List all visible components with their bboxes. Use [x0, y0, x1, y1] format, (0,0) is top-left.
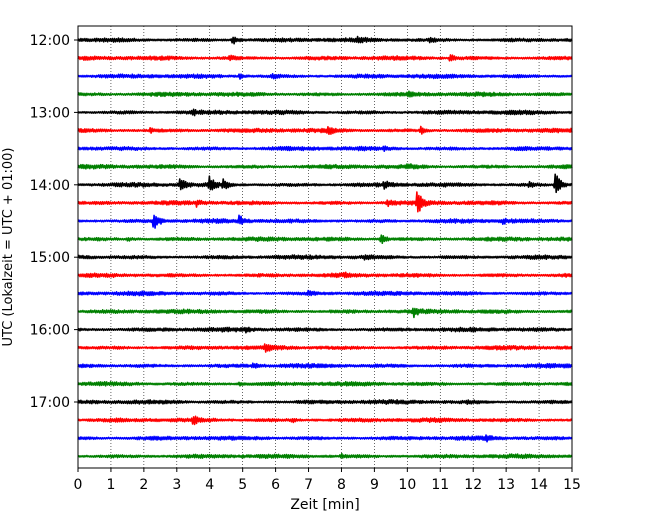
x-tick-label: 8	[337, 477, 346, 493]
seismic-trace-1445	[77, 234, 573, 245]
seismic-trace-1645	[77, 380, 573, 387]
seismic-trace-1200	[77, 35, 573, 45]
y-tick-label: 16:00	[30, 323, 70, 339]
seismic-trace-1215	[77, 54, 573, 62]
y-tick-label: 14:00	[30, 178, 70, 194]
seismic-traces	[77, 35, 573, 460]
seismic-trace-1730	[77, 434, 573, 443]
y-axis-title: UTC (Lokalzeit = UTC + 01:00)	[1, 148, 16, 347]
x-tick-label: 12	[464, 477, 482, 493]
seismic-trace-1530	[77, 289, 573, 297]
seismic-trace-1615	[77, 343, 573, 353]
x-tick-label: 14	[530, 477, 548, 493]
x-tick-label: 15	[563, 477, 581, 493]
seismic-trace-1430	[77, 214, 573, 229]
seismic-trace-1330	[77, 145, 573, 153]
plot-frame	[77, 25, 573, 469]
x-axis-title: Zeit [min]	[290, 497, 359, 513]
x-tick-label: 1	[106, 477, 115, 493]
x-tick-label: 0	[74, 477, 83, 493]
y-tick-label: 13:00	[30, 105, 70, 121]
y-tick-label: 15:00	[30, 250, 70, 266]
x-tick-label: 4	[205, 477, 214, 493]
seismic-trace-1230	[77, 72, 573, 80]
seismic-trace-1745	[77, 452, 573, 460]
seismic-trace-1245	[77, 90, 573, 98]
x-tick-label: 7	[304, 477, 313, 493]
x-tick-label: 13	[497, 477, 515, 493]
y-tick-label: 12:00	[30, 33, 70, 49]
seismic-trace-1545	[77, 307, 573, 319]
seismic-trace-1400	[77, 173, 573, 194]
x-tick-label: 9	[370, 477, 379, 493]
x-axis-ticks: 0 1 2 3 4 5 6 7 8 9 10 11 12 13 14 15	[74, 468, 581, 493]
seismic-trace-1600	[77, 326, 573, 334]
seismic-trace-1415	[77, 191, 573, 213]
seismic-trace-1300	[77, 108, 573, 117]
y-axis-ticks: 12:00 13:00 14:00 15:00 16:00 17:00	[30, 33, 78, 411]
x-tick-label: 10	[398, 477, 416, 493]
seismic-trace-1345	[77, 163, 573, 170]
x-tick-label: 3	[172, 477, 181, 493]
seismic-trace-1700	[77, 399, 573, 405]
y-tick-label: 17:00	[30, 395, 70, 411]
x-tick-label: 5	[238, 477, 247, 493]
seismic-trace-1715	[77, 415, 573, 426]
seismic-trace-1500	[77, 254, 573, 261]
seismic-trace-1630	[77, 362, 573, 369]
x-tick-label: 2	[139, 477, 148, 493]
seismic-trace-1515	[77, 271, 573, 279]
x-tick-label: 6	[271, 477, 280, 493]
x-tick-label: 11	[431, 477, 449, 493]
seismic-trace-1315	[77, 125, 573, 136]
